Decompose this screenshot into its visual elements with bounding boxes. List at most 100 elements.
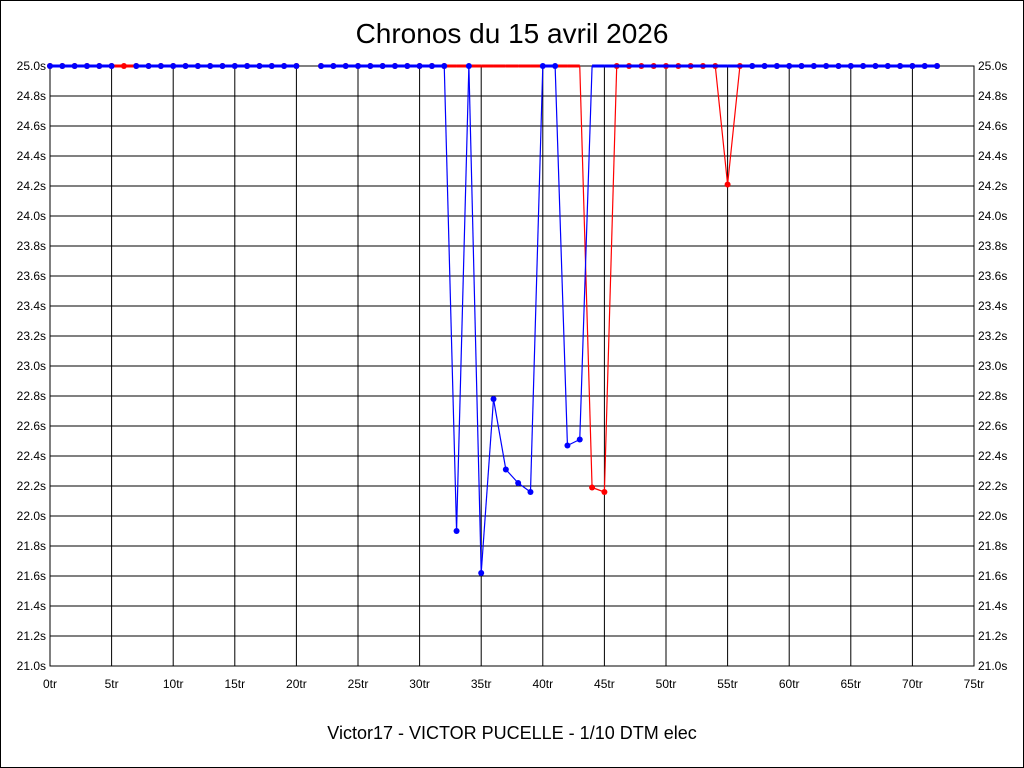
series-1-point: [798, 63, 805, 69]
series-1: [47, 63, 941, 576]
series-1-point: [96, 63, 103, 69]
series-1-segment: [455, 65, 470, 532]
y-tick-label-left: 23.2s: [17, 329, 46, 343]
y-tick-label-right: 24.2s: [978, 179, 1007, 193]
series-1-segment: [529, 65, 544, 493]
series-1-point: [83, 63, 90, 69]
series-1-point: [897, 63, 904, 69]
series-1-point: [268, 63, 275, 69]
x-tick-label: 60tr: [779, 677, 800, 691]
series-1-point: [330, 63, 337, 69]
y-tick-label-left: 24.0s: [17, 209, 46, 223]
series-1-segment: [554, 65, 569, 446]
series-1-point: [786, 63, 793, 69]
series-0-segment: [603, 65, 618, 493]
series-1-point: [157, 63, 164, 69]
series-0: [47, 63, 941, 495]
y-tick-label-left: 22.6s: [17, 419, 46, 433]
y-tick-label-right: 24.4s: [978, 149, 1007, 163]
series-1-point: [835, 63, 842, 69]
series-1-point: [182, 63, 189, 69]
y-tick-label-left: 21.2s: [17, 629, 46, 643]
series-1-point: [564, 442, 571, 449]
series-1-point: [539, 63, 546, 69]
x-tick-label: 50tr: [656, 677, 677, 691]
series-1-point: [244, 63, 251, 69]
series-1-point: [428, 63, 435, 69]
series-1-point: [170, 63, 177, 69]
series-1-point: [404, 63, 411, 69]
series-1-point: [773, 63, 780, 69]
y-tick-label-left: 25.0s: [17, 59, 46, 73]
y-tick-label-left: 24.4s: [17, 149, 46, 163]
series-1-point: [490, 396, 497, 402]
y-tick-label-right: 24.0s: [978, 209, 1007, 223]
y-tick-labels-right: 21.0s 21.2s 21.4s 21.6s 21.8s 22.0s 22.2s 22.4s…: [978, 59, 1007, 673]
x-tick-label: 55tr: [717, 677, 738, 691]
series-1-point: [749, 63, 756, 69]
x-tick-label: 25tr: [348, 677, 369, 691]
series-1-point: [478, 570, 485, 576]
series-1-point: [231, 63, 238, 69]
series-1-point: [860, 63, 867, 69]
series-1-point: [934, 63, 941, 69]
y-tick-label-left: 22.2s: [17, 479, 46, 493]
x-tick-labels: 0tr 5tr 10tr 15tr 20tr 25tr 30tr 35tr 40tr 45tr 50…: [43, 677, 984, 691]
series-1-point: [761, 63, 768, 69]
x-tick-label: 70tr: [902, 677, 923, 691]
y-tick-label-left: 22.8s: [17, 389, 46, 403]
y-tick-label-right: 21.4s: [978, 599, 1007, 613]
series-1-segment: [505, 469, 519, 484]
series-1-point: [552, 63, 559, 69]
series-1-point: [59, 63, 66, 69]
series-1-point: [194, 63, 201, 69]
series-1-point: [379, 63, 386, 69]
series-1-segment: [443, 65, 458, 532]
series-1-segment: [468, 65, 482, 574]
y-tick-label-left: 21.8s: [17, 539, 46, 553]
x-tick-label: 30tr: [409, 677, 430, 691]
series-1-segment: [492, 398, 507, 470]
series-1-point: [293, 63, 300, 69]
y-tick-label-left: 21.4s: [17, 599, 46, 613]
series-1-point: [391, 63, 398, 69]
x-tick-label: 15tr: [224, 677, 245, 691]
series-1-point: [847, 63, 854, 69]
series-1-point: [502, 466, 509, 473]
y-tick-label-right: 21.8s: [978, 539, 1007, 553]
series-1-point: [576, 436, 583, 443]
y-tick-labels-left: 21.0s 21.2s 21.4s 21.6s 21.8s 22.0s 22.2s 22.4s…: [17, 59, 46, 673]
series-1-point: [281, 63, 288, 69]
y-tick-label-right: 22.6s: [978, 419, 1007, 433]
series-1-point: [872, 63, 879, 69]
y-tick-label-left: 23.0s: [17, 359, 46, 373]
x-tick-label: 75tr: [964, 677, 985, 691]
y-tick-label-left: 21.0s: [17, 659, 46, 673]
y-tick-label-right: 23.6s: [978, 269, 1007, 283]
series-1-point: [515, 480, 522, 486]
x-tick-label: 65tr: [840, 677, 861, 691]
series-1-point: [355, 63, 361, 69]
y-tick-label-right: 21.2s: [978, 629, 1007, 643]
y-tick-label-right: 22.4s: [978, 449, 1007, 463]
series-0-segment: [579, 65, 593, 488]
series-1-point: [441, 63, 448, 69]
series-1-segment: [480, 398, 495, 574]
series-1-point: [207, 63, 214, 69]
y-tick-label-right: 22.8s: [978, 389, 1007, 403]
y-tick-label-right: 24.6s: [978, 119, 1007, 133]
y-tick-label-right: 23.4s: [978, 299, 1007, 313]
y-tick-label-left: 22.0s: [17, 509, 46, 523]
series-1-point: [219, 63, 226, 69]
x-tick-label: 20tr: [286, 677, 307, 691]
series-1-point: [47, 63, 53, 69]
y-tick-label-left: 24.8s: [17, 89, 46, 103]
series-1-point: [909, 63, 916, 69]
series-0-segment: [727, 65, 741, 185]
series-1-point: [71, 63, 78, 69]
series-1-point: [527, 489, 534, 495]
y-tick-label-left: 24.6s: [17, 119, 46, 133]
series-0-segment: [714, 65, 729, 185]
y-tick-label-right: 21.0s: [978, 659, 1007, 673]
